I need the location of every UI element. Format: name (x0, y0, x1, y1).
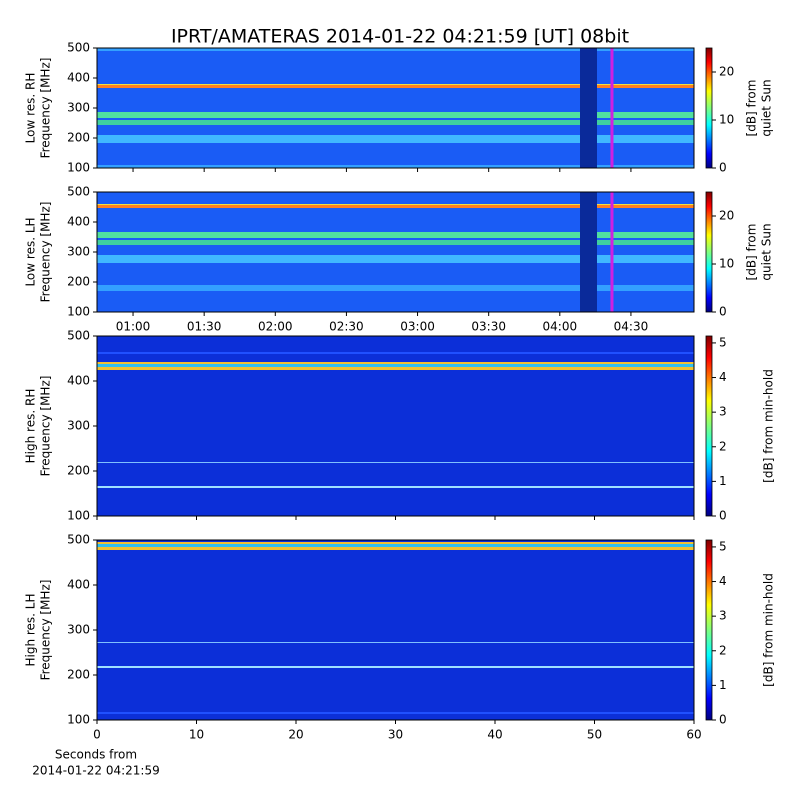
colorbar-label: [dB] from (745, 80, 759, 137)
y-tick-label: 400 (67, 215, 90, 229)
x-tick-label: 0 (93, 728, 101, 742)
y-tick-label: 200 (67, 275, 90, 289)
colorbar-tick-label: 4 (719, 574, 727, 588)
colorbar-tick-label: 0 (719, 509, 727, 523)
x-axis-label: 2014-01-22 04:21:59 (32, 764, 159, 778)
x-tick-label: 03:30 (471, 320, 506, 334)
time-marker (610, 192, 614, 312)
colorbar-tick-label: 2 (719, 643, 727, 657)
y-tick-label: 300 (67, 623, 90, 637)
x-tick-label: 03:00 (400, 320, 435, 334)
colorbar (705, 335, 713, 517)
x-tick-label: 02:00 (258, 320, 293, 334)
x-axis-label: Seconds from (55, 748, 137, 762)
y-axis-label: Frequency [MHz] (39, 202, 53, 303)
colorbar-label: [dB] from (745, 224, 759, 281)
colorbar-tick-label: 20 (719, 65, 734, 79)
y-tick-label: 200 (67, 668, 90, 682)
y-tick-label: 500 (67, 533, 90, 547)
x-tick-label: 10 (189, 728, 204, 742)
y-axis-label: High res. LH (24, 593, 38, 666)
y-axis-label: Low res. LH (24, 217, 38, 286)
x-tick-label: 04:00 (543, 320, 578, 334)
x-tick-label: 40 (487, 728, 502, 742)
x-tick-label: 01:30 (187, 320, 222, 334)
time-marker (610, 48, 614, 168)
colorbar (705, 47, 713, 169)
colorbar-tick-label: 1 (719, 678, 727, 692)
colorbar-label: [dB] from min-hold (762, 573, 776, 687)
y-tick-label: 300 (67, 419, 90, 433)
colorbar-tick-label: 3 (719, 609, 727, 623)
colorbar-tick-label: 20 (719, 209, 734, 223)
y-tick-label: 300 (67, 101, 90, 115)
colorbar-tick-label: 5 (719, 335, 727, 349)
colorbar (705, 539, 713, 721)
colorbar-tick-label: 0 (719, 161, 727, 175)
spectrogram (97, 48, 694, 168)
y-tick-label: 300 (67, 245, 90, 259)
y-axis-label: Frequency [MHz] (39, 580, 53, 681)
x-tick-label: 30 (388, 728, 403, 742)
y-tick-label: 200 (67, 464, 90, 478)
y-tick-label: 200 (67, 131, 90, 145)
colorbar-tick-label: 1 (719, 474, 727, 488)
spectrogram (97, 192, 694, 312)
chart-title: IPRT/AMATERAS 2014-01-22 04:21:59 [UT] 0… (171, 26, 629, 48)
spectrogram (97, 540, 694, 720)
colorbar-tick-label: 4 (719, 370, 727, 384)
colorbar-tick-label: 5 (719, 539, 727, 553)
x-tick-label: 50 (587, 728, 602, 742)
y-tick-label: 100 (67, 161, 90, 175)
x-tick-label: 02:30 (329, 320, 364, 334)
colorbar-tick-label: 10 (719, 257, 734, 271)
y-axis-label: Low res. RH (24, 73, 38, 144)
y-tick-label: 100 (67, 509, 90, 523)
colorbar-label: quiet Sun (760, 223, 774, 280)
x-tick-label: 04:30 (614, 320, 649, 334)
y-axis-label: Frequency [MHz] (39, 58, 53, 159)
colorbar-label: [dB] from min-hold (762, 369, 776, 483)
colorbar-label: quiet Sun (760, 79, 774, 136)
colorbar-tick-label: 0 (719, 713, 727, 727)
y-axis-label: Frequency [MHz] (39, 376, 53, 477)
spectrogram (97, 336, 694, 516)
colorbar-tick-label: 3 (719, 405, 727, 419)
y-tick-label: 400 (67, 71, 90, 85)
y-tick-label: 500 (67, 329, 90, 343)
y-tick-label: 100 (67, 305, 90, 319)
colorbar-tick-label: 0 (719, 305, 727, 319)
x-tick-label: 20 (288, 728, 303, 742)
y-axis-label: High res. RH (24, 389, 38, 464)
x-tick-label: 01:00 (116, 320, 151, 334)
colorbar-tick-label: 10 (719, 113, 734, 127)
y-tick-label: 400 (67, 578, 90, 592)
colorbar (705, 191, 713, 313)
colorbar-tick-label: 2 (719, 439, 727, 453)
x-tick-label: 60 (686, 728, 701, 742)
y-tick-label: 500 (67, 185, 90, 199)
y-tick-label: 100 (67, 713, 90, 727)
y-tick-label: 500 (67, 41, 90, 55)
y-tick-label: 400 (67, 374, 90, 388)
